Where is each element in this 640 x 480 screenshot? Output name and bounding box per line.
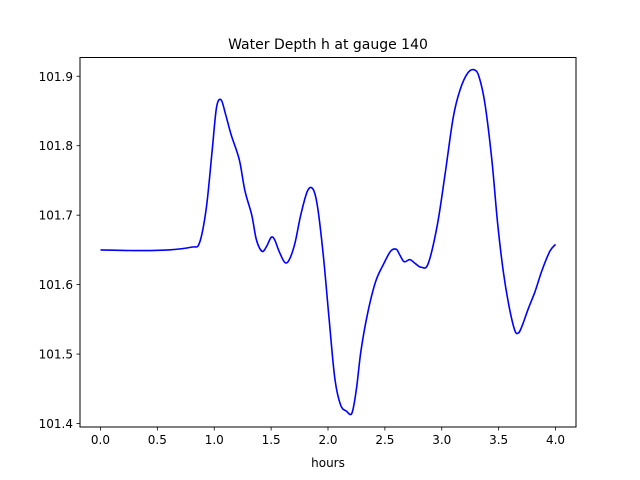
chart-title: Water Depth h at gauge 140 [228,37,428,53]
y-tick-label: 101.5 [39,348,73,362]
x-axis: 0.0 0.5 1.0 1.5 2.0 2.5 3.0 3.5 4.0 [91,427,565,447]
plot-area [100,68,557,416]
plot-frame [79,57,577,428]
series-line [100,68,557,416]
x-axis-label: hours [311,456,345,470]
y-axis: 101.4 101.5 101.6 101.7 101.8 101.9 [39,70,80,431]
y-tick-label: 101.9 [39,70,73,84]
x-tick-label: 0.5 [148,433,167,447]
x-tick-label: 3.5 [489,433,508,447]
x-tick-label: 1.0 [205,433,224,447]
x-tick-label: 2.0 [318,433,337,447]
x-tick-label: 1.5 [262,433,281,447]
x-tick-label: 4.0 [546,433,565,447]
y-tick-label: 101.8 [39,139,73,153]
x-tick-label: 3.0 [432,433,451,447]
x-tick-label: 0.0 [91,433,110,447]
y-tick-label: 101.6 [39,278,73,292]
x-tick-label: 2.5 [375,433,394,447]
y-tick-label: 101.4 [39,417,73,431]
y-tick-label: 101.7 [39,209,73,223]
